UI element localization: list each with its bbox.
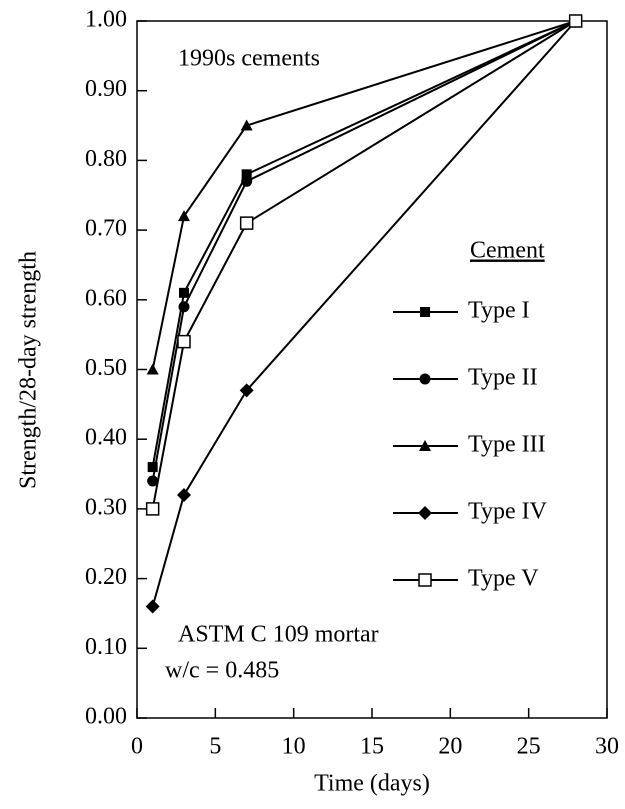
series-line [151, 20, 577, 482]
legend-title: Cement [470, 238, 545, 264]
annotation: ASTM C 109 mortar [178, 622, 379, 648]
x-tick-label: 0 [131, 734, 143, 760]
marker [178, 301, 190, 313]
y-tick-label: 0.10 [85, 634, 127, 660]
marker [147, 475, 159, 487]
y-axis-label: Strength/28-day strength [16, 251, 42, 489]
y-tick-label: 0.20 [85, 564, 127, 590]
x-tick-label: 15 [360, 734, 384, 760]
x-tick-label: 10 [282, 734, 306, 760]
series-line [151, 20, 577, 468]
legend-marker [419, 373, 431, 385]
marker [241, 169, 252, 180]
x-tick-label: 20 [438, 734, 462, 760]
marker [241, 175, 253, 187]
y-tick-label: 0.30 [85, 494, 127, 520]
legend-label: Type V [468, 566, 539, 592]
series-line [151, 20, 576, 370]
legend-marker [418, 573, 432, 587]
marker [177, 487, 191, 502]
annotation: w/c = 0.485 [165, 658, 279, 684]
x-tick-label: 30 [595, 734, 619, 760]
y-tick-label: 0.00 [85, 704, 127, 730]
legend-marker [419, 440, 431, 451]
marker [568, 14, 583, 28]
marker [240, 119, 253, 131]
y-tick-label: 0.70 [85, 216, 127, 242]
series-line [151, 20, 577, 510]
y-tick-label: 0.40 [85, 425, 127, 451]
y-tick-label: 0.50 [85, 355, 127, 381]
legend-marker [418, 506, 432, 520]
y-tick-label: 1.00 [85, 7, 127, 33]
series-line [151, 20, 577, 607]
legend-marker [420, 307, 430, 317]
marker [179, 287, 189, 298]
legend-label: Type IV [468, 499, 548, 525]
marker [177, 334, 191, 349]
annotation: 1990s cements [178, 46, 320, 72]
marker [146, 363, 159, 375]
marker [147, 462, 158, 473]
x-tick-label: 25 [517, 734, 541, 760]
marker [178, 210, 190, 222]
y-tick-label: 0.80 [85, 146, 127, 172]
x-axis-label: Time (days) [314, 771, 430, 797]
y-tick-label: 0.90 [85, 76, 127, 102]
legend-label: Type II [468, 365, 538, 391]
legend-label: Type III [468, 432, 546, 458]
y-tick-label: 0.60 [85, 285, 127, 311]
x-tick-label: 5 [209, 734, 221, 760]
legend-label: Type I [468, 298, 530, 324]
marker [145, 599, 160, 614]
marker [239, 216, 254, 230]
marker [239, 383, 254, 398]
marker [145, 502, 160, 516]
